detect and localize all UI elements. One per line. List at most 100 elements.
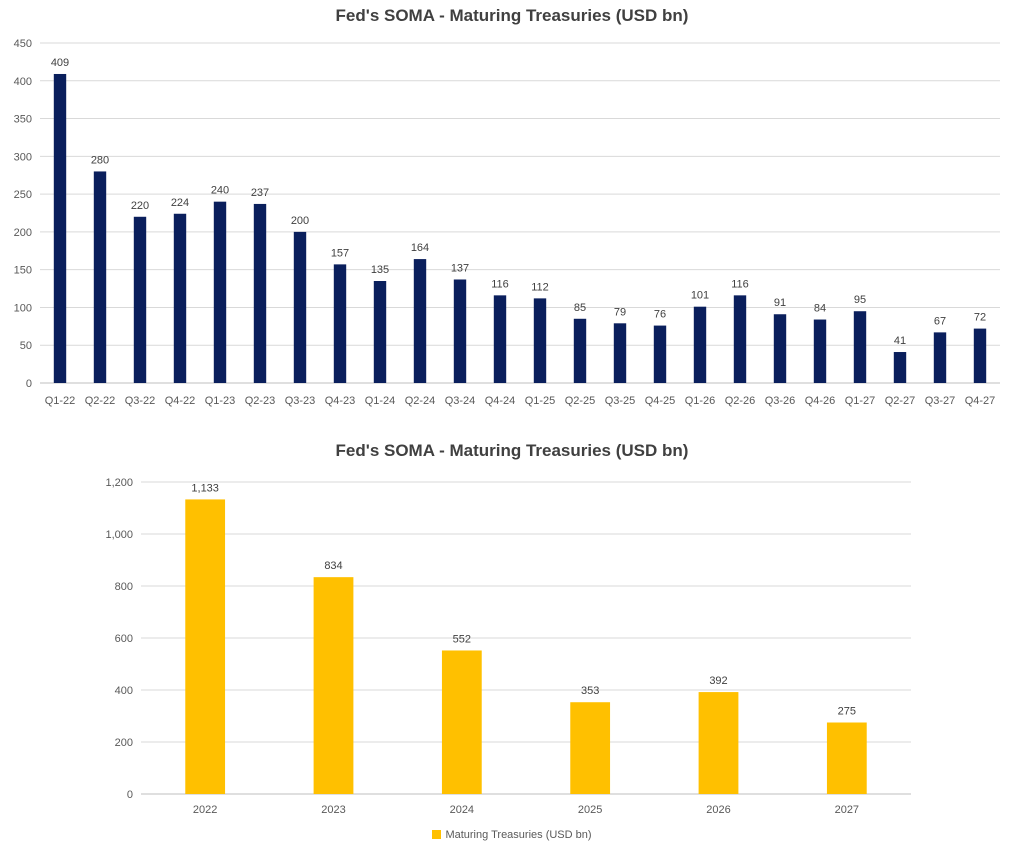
- x-tick-label: 2025: [578, 804, 602, 816]
- y-tick-label: 800: [115, 581, 133, 593]
- y-tick-label: 200: [115, 737, 133, 749]
- data-label: 137: [451, 262, 469, 274]
- bar: [413, 259, 427, 383]
- bar: [773, 314, 787, 383]
- x-tick-label: Q1-27: [845, 395, 876, 407]
- data-label: 220: [131, 200, 149, 212]
- x-tick-label: Q1-26: [685, 395, 716, 407]
- y-tick-label: 1,000: [105, 529, 133, 541]
- yearly-chart-canvas: 0 200 400 600 800 1,000 1,200 1,133 2022 834 2023 5…: [105, 477, 911, 816]
- data-label: 91: [774, 297, 786, 309]
- bar: [813, 319, 827, 383]
- chart-title: Fed's SOMA - Maturing Treasuries (USD bn…: [335, 6, 689, 25]
- y-tick-label: 600: [115, 633, 133, 645]
- x-tick-label: Q3-27: [925, 395, 956, 407]
- y-tick-label: 450: [14, 38, 32, 50]
- bar: [133, 216, 147, 383]
- x-tick-label: Q2-26: [725, 395, 756, 407]
- bar: [213, 201, 227, 383]
- data-label: 280: [91, 154, 109, 166]
- bar: [313, 577, 354, 794]
- x-tick-label: Q4-24: [485, 395, 516, 407]
- bar: [533, 298, 547, 383]
- bar: [93, 171, 107, 383]
- y-tick-label: 350: [14, 114, 32, 126]
- x-tick-label: Q4-26: [805, 395, 836, 407]
- data-label: 240: [211, 185, 229, 197]
- data-label: 84: [814, 303, 826, 315]
- data-label: 237: [251, 187, 269, 199]
- y-tick-label: 0: [127, 789, 133, 801]
- bar: [973, 328, 987, 383]
- bar: [453, 279, 467, 383]
- bar: [613, 323, 627, 383]
- y-tick-label: 1,200: [105, 477, 133, 489]
- x-tick-label: 2026: [706, 804, 730, 816]
- x-tick-label: Q3-24: [445, 395, 476, 407]
- bar: [698, 692, 739, 794]
- bar: [493, 295, 507, 383]
- y-tick-label: 100: [14, 302, 32, 314]
- x-tick-label: Q1-24: [365, 395, 396, 407]
- bar: [853, 311, 867, 383]
- data-label: 101: [691, 290, 709, 302]
- bar: [570, 702, 611, 794]
- y-tick-label: 150: [14, 265, 32, 277]
- y-tick-label: 200: [14, 227, 32, 239]
- x-tick-label: Q2-25: [565, 395, 596, 407]
- x-tick-label: 2023: [321, 804, 345, 816]
- bar: [573, 318, 587, 383]
- data-label: 76: [654, 309, 666, 321]
- bar: [826, 722, 867, 794]
- data-label: 135: [371, 264, 389, 276]
- x-tick-label: Q4-22: [165, 395, 196, 407]
- data-label: 112: [531, 281, 549, 293]
- bar: [733, 295, 747, 383]
- data-label: 409: [51, 57, 69, 69]
- x-tick-label: Q2-23: [245, 395, 276, 407]
- bar: [693, 306, 707, 383]
- bar: [253, 203, 267, 383]
- data-label: 353: [581, 685, 599, 697]
- x-tick-label: Q3-25: [605, 395, 636, 407]
- chart-title: Fed's SOMA - Maturing Treasuries (USD bn…: [335, 441, 689, 460]
- bar: [293, 231, 307, 383]
- bar: [441, 650, 482, 794]
- data-label: 224: [171, 197, 189, 209]
- data-label: 67: [934, 315, 946, 327]
- bar: [185, 499, 226, 794]
- data-label: 200: [291, 215, 309, 227]
- data-label: 164: [411, 242, 429, 254]
- x-tick-label: Q4-25: [645, 395, 676, 407]
- data-label: 72: [974, 312, 986, 324]
- data-label: 834: [324, 560, 342, 572]
- x-tick-label: Q2-22: [85, 395, 116, 407]
- y-tick-label: 0: [26, 378, 32, 390]
- x-tick-label: Q2-27: [885, 395, 916, 407]
- data-label: 85: [574, 302, 586, 314]
- x-tick-label: Q4-27: [965, 395, 996, 407]
- x-tick-label: 2027: [835, 804, 859, 816]
- legend-label: Maturing Treasuries (USD bn): [445, 829, 592, 841]
- x-tick-label: Q3-26: [765, 395, 796, 407]
- x-tick-label: Q2-24: [405, 395, 436, 407]
- bar: [653, 325, 667, 383]
- quarterly-chart-canvas: 0 50 100 150 200 250 300 350 400 450 409 Q1-22 280 Q2…: [14, 38, 1000, 407]
- data-label: 41: [894, 335, 906, 347]
- y-tick-label: 50: [20, 340, 32, 352]
- x-tick-label: Q1-25: [525, 395, 556, 407]
- y-tick-label: 400: [115, 685, 133, 697]
- x-tick-label: Q3-22: [125, 395, 156, 407]
- data-label: 552: [453, 633, 471, 645]
- data-label: 79: [614, 306, 626, 318]
- data-label: 275: [838, 706, 856, 718]
- data-label: 157: [331, 247, 349, 259]
- bar: [53, 73, 67, 383]
- bar: [373, 281, 387, 383]
- bar: [333, 264, 347, 383]
- quarterly-maturities-chart: Fed's SOMA - Maturing Treasuries (USD bn…: [0, 0, 1024, 425]
- x-tick-label: Q4-23: [325, 395, 356, 407]
- data-label: 392: [709, 675, 727, 687]
- data-label: 1,133: [191, 482, 219, 494]
- bar: [893, 352, 907, 383]
